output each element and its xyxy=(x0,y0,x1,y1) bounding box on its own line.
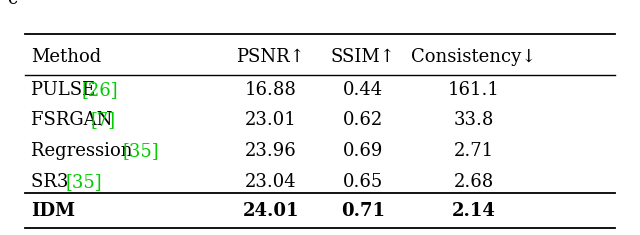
Text: 2.68: 2.68 xyxy=(454,173,493,191)
Text: Consistency↓: Consistency↓ xyxy=(411,48,536,66)
Text: 33.8: 33.8 xyxy=(453,111,494,129)
Text: 23.04: 23.04 xyxy=(245,173,297,191)
Text: Regression: Regression xyxy=(31,142,138,160)
Text: 23.01: 23.01 xyxy=(245,111,297,129)
Text: 0.71: 0.71 xyxy=(341,202,385,220)
Text: 2.14: 2.14 xyxy=(452,202,495,220)
Text: PULSE: PULSE xyxy=(31,81,101,99)
Text: [35]: [35] xyxy=(122,142,159,160)
Text: Method: Method xyxy=(31,48,102,66)
Text: FSRGAN: FSRGAN xyxy=(31,111,118,129)
Text: 0.65: 0.65 xyxy=(343,173,383,191)
Text: 0.44: 0.44 xyxy=(343,81,383,99)
Text: IDM: IDM xyxy=(31,202,76,220)
Text: 0.69: 0.69 xyxy=(343,142,383,160)
Text: c: c xyxy=(6,0,17,8)
Text: SSIM↑: SSIM↑ xyxy=(331,48,396,66)
Text: [26]: [26] xyxy=(82,81,118,99)
Text: [35]: [35] xyxy=(65,173,102,191)
Text: 16.88: 16.88 xyxy=(245,81,297,99)
Text: 2.71: 2.71 xyxy=(454,142,493,160)
Text: [7]: [7] xyxy=(90,111,115,129)
Text: SR3: SR3 xyxy=(31,173,74,191)
Text: PSNR↑: PSNR↑ xyxy=(236,48,305,66)
Text: 161.1: 161.1 xyxy=(447,81,500,99)
Text: 24.01: 24.01 xyxy=(243,202,299,220)
Text: 23.96: 23.96 xyxy=(245,142,297,160)
Text: 0.62: 0.62 xyxy=(343,111,383,129)
